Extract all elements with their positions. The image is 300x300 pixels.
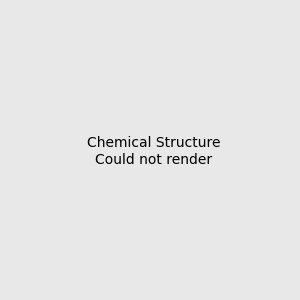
Text: Chemical Structure
Could not render: Chemical Structure Could not render (87, 136, 220, 166)
